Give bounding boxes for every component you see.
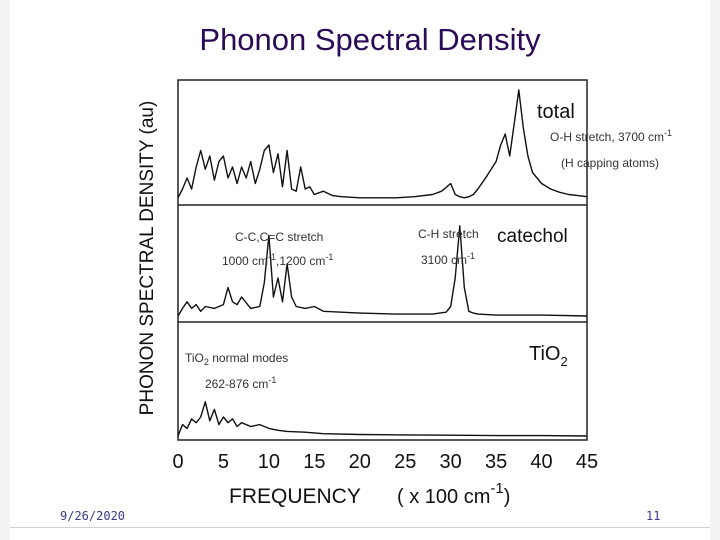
panel-label-total: total xyxy=(537,101,575,123)
series-line-catechol xyxy=(177,225,588,317)
x-axis-unit-open: ( x 100 cm xyxy=(397,486,490,508)
annotation-cc-frequency: 1000 cm-1,1200 cm-1 xyxy=(222,252,333,268)
annotation-tio2-range: 262-876 cm-1 xyxy=(205,375,276,391)
series-line-total xyxy=(177,89,588,199)
x-tick-label: 35 xyxy=(485,451,507,473)
annotation-cc-frequency-sup: -1 xyxy=(268,252,276,262)
x-tick-label: 5 xyxy=(218,451,229,473)
annotation-oh-stretch: O-H stretch, 3700 cm-1 xyxy=(550,128,672,144)
annotation-cc-frequency-text: 1000 cm xyxy=(222,254,268,268)
annotation-tio2-modes-sub: 2 xyxy=(204,357,209,367)
slide-title: Phonon Spectral Density xyxy=(199,22,541,57)
x-axis-unit-exp: -1 xyxy=(490,480,503,497)
annotation-cc-stretch: C-C,C=C stretch xyxy=(235,230,323,244)
y-axis-label: PHONON SPECTRAL DENSITY (au) xyxy=(137,101,158,416)
x-axis-unit: ( x 100 cm-1) xyxy=(397,480,510,508)
panel-label-tio2-sub: 2 xyxy=(560,354,567,369)
annotation-ch-stretch-text: C-H stretch xyxy=(418,227,479,241)
x-tick-label: 20 xyxy=(349,451,371,473)
panel-label-catechol: catechol xyxy=(497,226,568,247)
x-tick-label: 30 xyxy=(440,451,462,473)
annotation-cc-frequency-mid: ,1200 cm xyxy=(276,254,325,268)
slide-right-border xyxy=(710,0,720,540)
annotation-tio2-range-text: 262-876 cm xyxy=(205,377,268,391)
x-tick-label: 40 xyxy=(530,451,552,473)
x-tick-label: 10 xyxy=(258,451,280,473)
annotation-cc-frequency-sup2: -1 xyxy=(325,252,333,262)
plot-frame xyxy=(177,79,588,441)
slide-left-border xyxy=(0,0,10,540)
footer-divider xyxy=(10,527,710,528)
annotation-oh-stretch-text: O-H stretch, 3700 cm xyxy=(550,130,664,144)
panel-label-tio2-base: TiO xyxy=(529,343,560,365)
annotation-h-capping: (H capping atoms) xyxy=(561,156,659,170)
annotation-h-capping-text: (H capping atoms) xyxy=(561,156,659,170)
panel-label-tio2: TiO2 xyxy=(529,343,568,369)
footer-date: 9/26/2020 xyxy=(60,509,126,523)
annotation-ch-frequency-sup: -1 xyxy=(467,251,475,261)
annotation-oh-stretch-sup: -1 xyxy=(664,128,672,138)
x-axis-label-main: FREQUENCY xyxy=(229,485,361,508)
x-axis-label: FREQUENCY xyxy=(229,485,361,508)
series-line-tio2 xyxy=(177,401,588,437)
x-axis-unit-close: ) xyxy=(504,486,511,508)
annotation-tio2-modes-text: TiO xyxy=(185,351,204,365)
annotation-tio2-modes-rest: normal modes xyxy=(209,351,288,365)
x-tick-label: 15 xyxy=(303,451,325,473)
annotation-ch-stretch: C-H stretch xyxy=(418,227,479,241)
annotation-ch-frequency: 3100 cm-1 xyxy=(421,251,475,267)
annotation-cc-stretch-text: C-C,C=C stretch xyxy=(235,230,323,244)
x-tick-label: 25 xyxy=(394,451,416,473)
footer-page-number: 11 xyxy=(646,509,661,523)
annotation-ch-frequency-text: 3100 cm xyxy=(421,253,467,267)
annotation-tio2-modes: TiO2 normal modes xyxy=(185,351,288,367)
x-tick-label: 45 xyxy=(576,451,598,473)
annotation-tio2-range-sup: -1 xyxy=(268,375,276,385)
x-tick-label: 0 xyxy=(172,451,183,473)
